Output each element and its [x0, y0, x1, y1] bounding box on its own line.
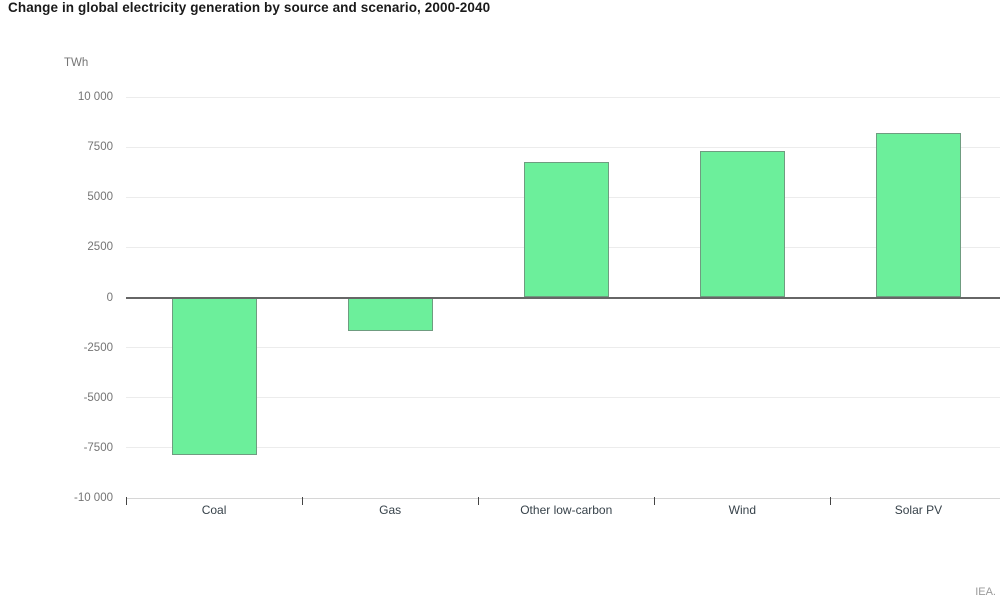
plot-area	[126, 96, 1000, 499]
x-category-label: Wind	[728, 503, 757, 517]
y-tick-label: 10 000	[77, 91, 113, 103]
gridline	[126, 447, 1000, 449]
x-category-label: Coal	[201, 503, 227, 517]
y-tick-label: 5000	[87, 191, 113, 204]
x-category-label: Solar PV	[894, 503, 943, 517]
y-axis-unit-label: TWh	[64, 57, 89, 69]
bar-solar-pv[interactable]	[875, 133, 961, 298]
zero-axis-line	[126, 296, 1000, 299]
bar-gas[interactable]	[347, 297, 433, 331]
y-axis: 10 000 7500 5000 2500 0 -2500 -5000 -7500 -10 00…	[0, 91, 113, 504]
y-tick-label: -7500	[83, 441, 113, 454]
x-category-label: Gas	[379, 503, 402, 517]
bar-wind[interactable]	[699, 151, 785, 298]
y-tick-label: 7500	[87, 141, 113, 154]
x-axis-tick	[830, 497, 832, 505]
gridline	[126, 347, 1000, 349]
x-axis-tick	[302, 497, 304, 505]
bar-coal[interactable]	[171, 297, 257, 455]
bar-other-low-carbon[interactable]	[523, 162, 609, 298]
y-tick-label: -10 000	[73, 492, 113, 504]
x-axis-tick	[654, 497, 656, 505]
y-tick-label: 0	[106, 291, 113, 304]
y-tick-label: 2500	[87, 241, 113, 254]
y-tick-label: -5000	[83, 391, 113, 404]
x-axis-tick	[126, 497, 127, 505]
gridline	[126, 397, 1000, 399]
gridline	[126, 96, 1000, 98]
gridline	[126, 146, 1000, 148]
x-axis-tick	[478, 497, 480, 505]
x-axis-line	[126, 498, 1000, 499]
source-credit: IEA.	[975, 586, 996, 598]
x-category-label: Other low-carbon	[520, 503, 613, 517]
y-tick-label: -2500	[83, 341, 113, 354]
chart-title: Change in global electricity generation …	[8, 0, 491, 15]
